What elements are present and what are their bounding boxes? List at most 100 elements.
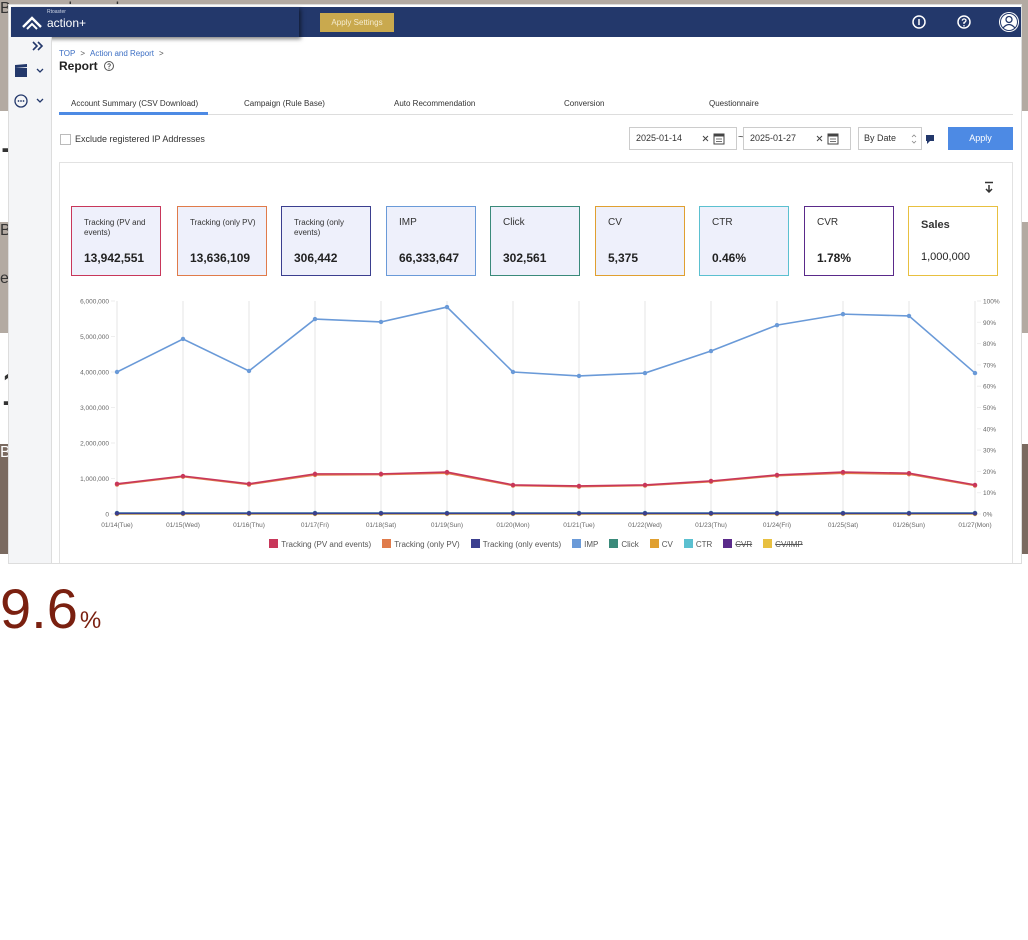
date-to-controls[interactable] [815,133,845,145]
date-to-input[interactable] [743,127,851,150]
tab[interactable]: Auto Recommendation [394,99,476,108]
legend-swatch [649,539,659,548]
legend-label: CV/IMP [775,540,803,549]
x-tick-label: 01/25(Sat) [828,522,858,529]
date-from-controls[interactable] [701,133,731,145]
x-tick-label: 01/20(Mon) [496,522,529,529]
legend-item[interactable]: Tracking (only events) [470,539,561,549]
legend-item[interactable]: CV [649,539,673,549]
data-point [840,311,846,317]
help-icon[interactable] [956,14,972,30]
breadcrumb-item[interactable]: TOP [59,49,76,58]
tab[interactable]: Questionnaire [709,99,759,108]
data-point [576,373,582,379]
legend-item[interactable]: CV/IMP [763,539,803,549]
data-point [642,511,648,516]
legend-item[interactable]: CTR [683,539,712,549]
metric-label: Tracking (only PV) [190,218,256,227]
row-value: 9.6% [0,554,1028,664]
legend-item[interactable]: Click [609,539,639,549]
data-point [510,511,516,516]
x-tick-label: 01/14(Tue) [101,522,133,529]
metric-value: 13,942,551 [84,251,145,265]
x-tick-label: 01/18(Sat) [366,522,396,529]
data-point [246,511,252,516]
granularity-select[interactable] [858,127,922,150]
user-icon[interactable] [998,11,1020,33]
tick-label: 40% [983,426,996,433]
data-point [840,511,846,516]
date-from-input[interactable] [629,127,737,150]
tick-label: 3,000,000 [80,405,109,412]
top-bar: Rtoaster action+ Apply Settings [11,7,1021,37]
tab[interactable]: Conversion [564,99,605,108]
x-tick-label: 01/24(Fri) [763,522,791,529]
data-point [642,482,648,488]
breadcrumb-item[interactable]: Action and Report [89,49,155,58]
breadcrumb-separator: > [80,49,85,58]
metric-label: CVR [817,217,839,228]
x-tick-label: 01/21(Tue) [563,522,595,529]
legend-item[interactable]: CVR [723,539,752,549]
granularity: By Date [864,133,897,143]
legend-item[interactable]: IMP [572,539,598,549]
date-from: 2025-01-14 [636,133,683,143]
metric-label: Tracking (only events) [294,218,344,237]
tick-label: 100% [983,299,1000,306]
brand: action+ [47,16,87,30]
title-help-icon[interactable] [103,60,115,72]
more-menu-icon[interactable] [13,93,47,109]
data-point [378,319,384,325]
rate-value: 9.6 [0,577,78,640]
download-icon[interactable] [983,181,995,193]
data-point [246,368,252,374]
apply-button[interactable]: Apply [948,127,1013,150]
data-point [378,471,384,477]
data-point [312,316,318,322]
data-point [972,511,978,516]
data-point [972,370,978,376]
legend-item[interactable]: Tracking (PV and events) [269,539,371,549]
tab[interactable]: Account Summary (CSV Download) [71,99,199,108]
campaign-menu-icon[interactable] [13,63,47,79]
metric-value: 66,333,647 [399,251,460,265]
tick-label: 30% [983,448,996,455]
metric-value: 13,636,109 [190,251,251,265]
data-point [840,469,846,475]
tick-label: 80% [983,341,996,348]
data-point [246,481,252,487]
metric-label: CV [608,217,622,228]
metric-card: IMP 66,333,647 [386,206,476,276]
data-point [576,511,582,516]
x-tick-label: 01/26(Sun) [893,522,925,529]
info-icon[interactable] [911,14,927,30]
data-point [180,473,186,479]
data-point [906,313,912,319]
metric-value: 306,442 [294,251,338,265]
metric-value: 1,000,000 [921,251,970,263]
apply-settings-button[interactable]: Apply Settings [320,13,394,32]
exclude-ip-checkbox[interactable] [60,134,71,145]
data-point [444,511,450,516]
legend-swatch [723,539,733,548]
data-point [180,336,186,342]
metric-value: 1.78% [817,251,852,265]
metric-card: Tracking (only PV) 13,636,109 [177,206,267,276]
tick-label: 6,000,000 [80,299,109,306]
brand-small: Rtoaster [47,9,66,15]
x-tick-label: 01/17(Fri) [301,522,329,529]
data-point [312,511,318,516]
metric-card: CV 5,375 [595,206,685,276]
range-separator: ~ [738,132,744,143]
data-point [774,322,780,328]
tab[interactable]: Campaign (Rule Base) [244,99,325,108]
active-tab-indicator [59,112,208,115]
logo-area: Rtoaster action+ [11,7,299,37]
metric-label: Sales [921,219,950,231]
metric-card: Click 302,561 [490,206,580,276]
legend-item[interactable]: Tracking (only PV) [382,539,460,549]
sidebar [9,37,52,563]
tick-label: 90% [983,320,996,327]
expand-icon[interactable] [31,41,45,51]
